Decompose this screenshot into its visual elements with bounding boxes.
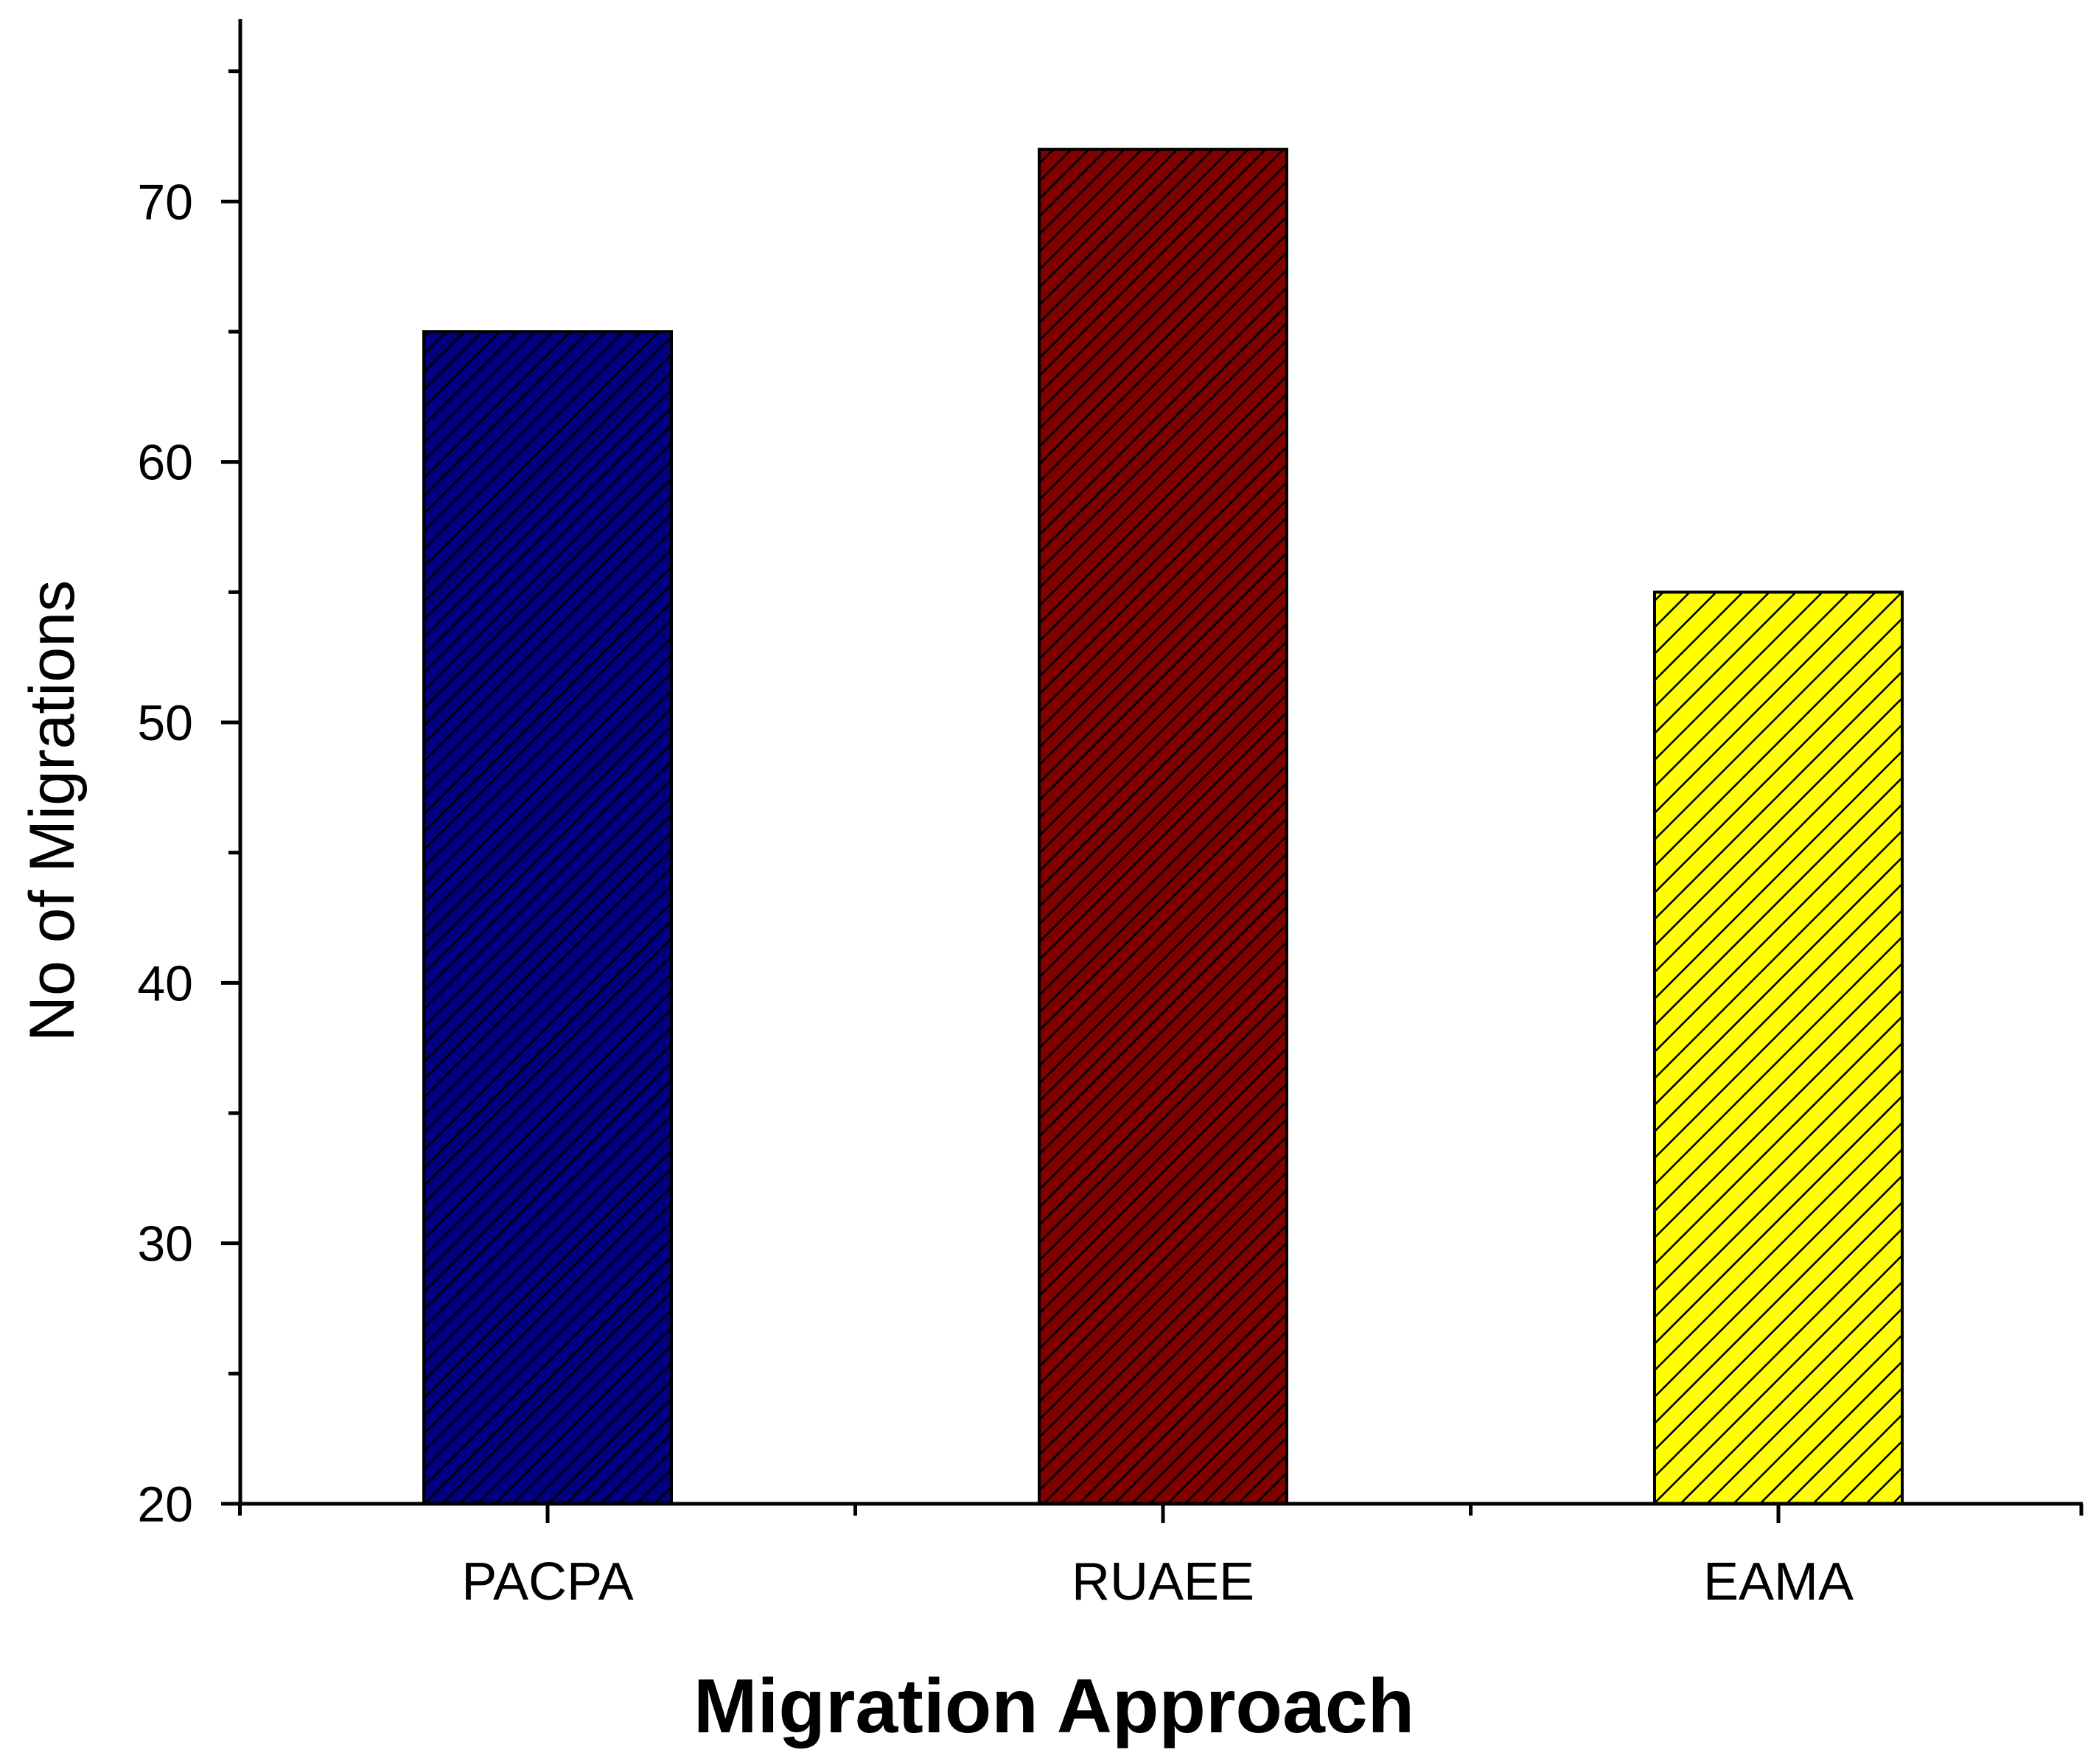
y-tick-label-60: 60	[137, 435, 193, 491]
bar-ruaee	[1038, 147, 1288, 1506]
bars-layer	[422, 147, 1904, 1506]
y-axis-label: No of Migrations	[17, 580, 88, 1042]
x-tick-label-eama: EAMA	[1703, 1552, 1854, 1611]
y-tick-label-70: 70	[137, 174, 193, 230]
x-tick-label-ruaee: RUAEE	[1072, 1552, 1254, 1611]
x-tick-label-pacpa: PACPA	[461, 1552, 633, 1611]
bar-eama	[1653, 590, 1904, 1505]
ticks-layer: 20 30 40 50 60 70	[137, 69, 2084, 1533]
bar-hatch-pacpa	[422, 330, 673, 1505]
labels-layer: No of Migrations Migration Approach PACP…	[17, 580, 1854, 1749]
bar-hatch-eama	[1653, 590, 1904, 1505]
bar-pacpa	[422, 330, 673, 1505]
axes-layer	[238, 19, 2083, 1506]
y-tick-label-50: 50	[137, 695, 193, 751]
y-tick-label-30: 30	[137, 1216, 193, 1272]
y-tick-label-40: 40	[137, 955, 193, 1011]
bar-hatch-ruaee	[1038, 147, 1288, 1506]
y-tick-label-20: 20	[137, 1477, 193, 1533]
x-axis-label: Migration Approach	[694, 1664, 1414, 1749]
